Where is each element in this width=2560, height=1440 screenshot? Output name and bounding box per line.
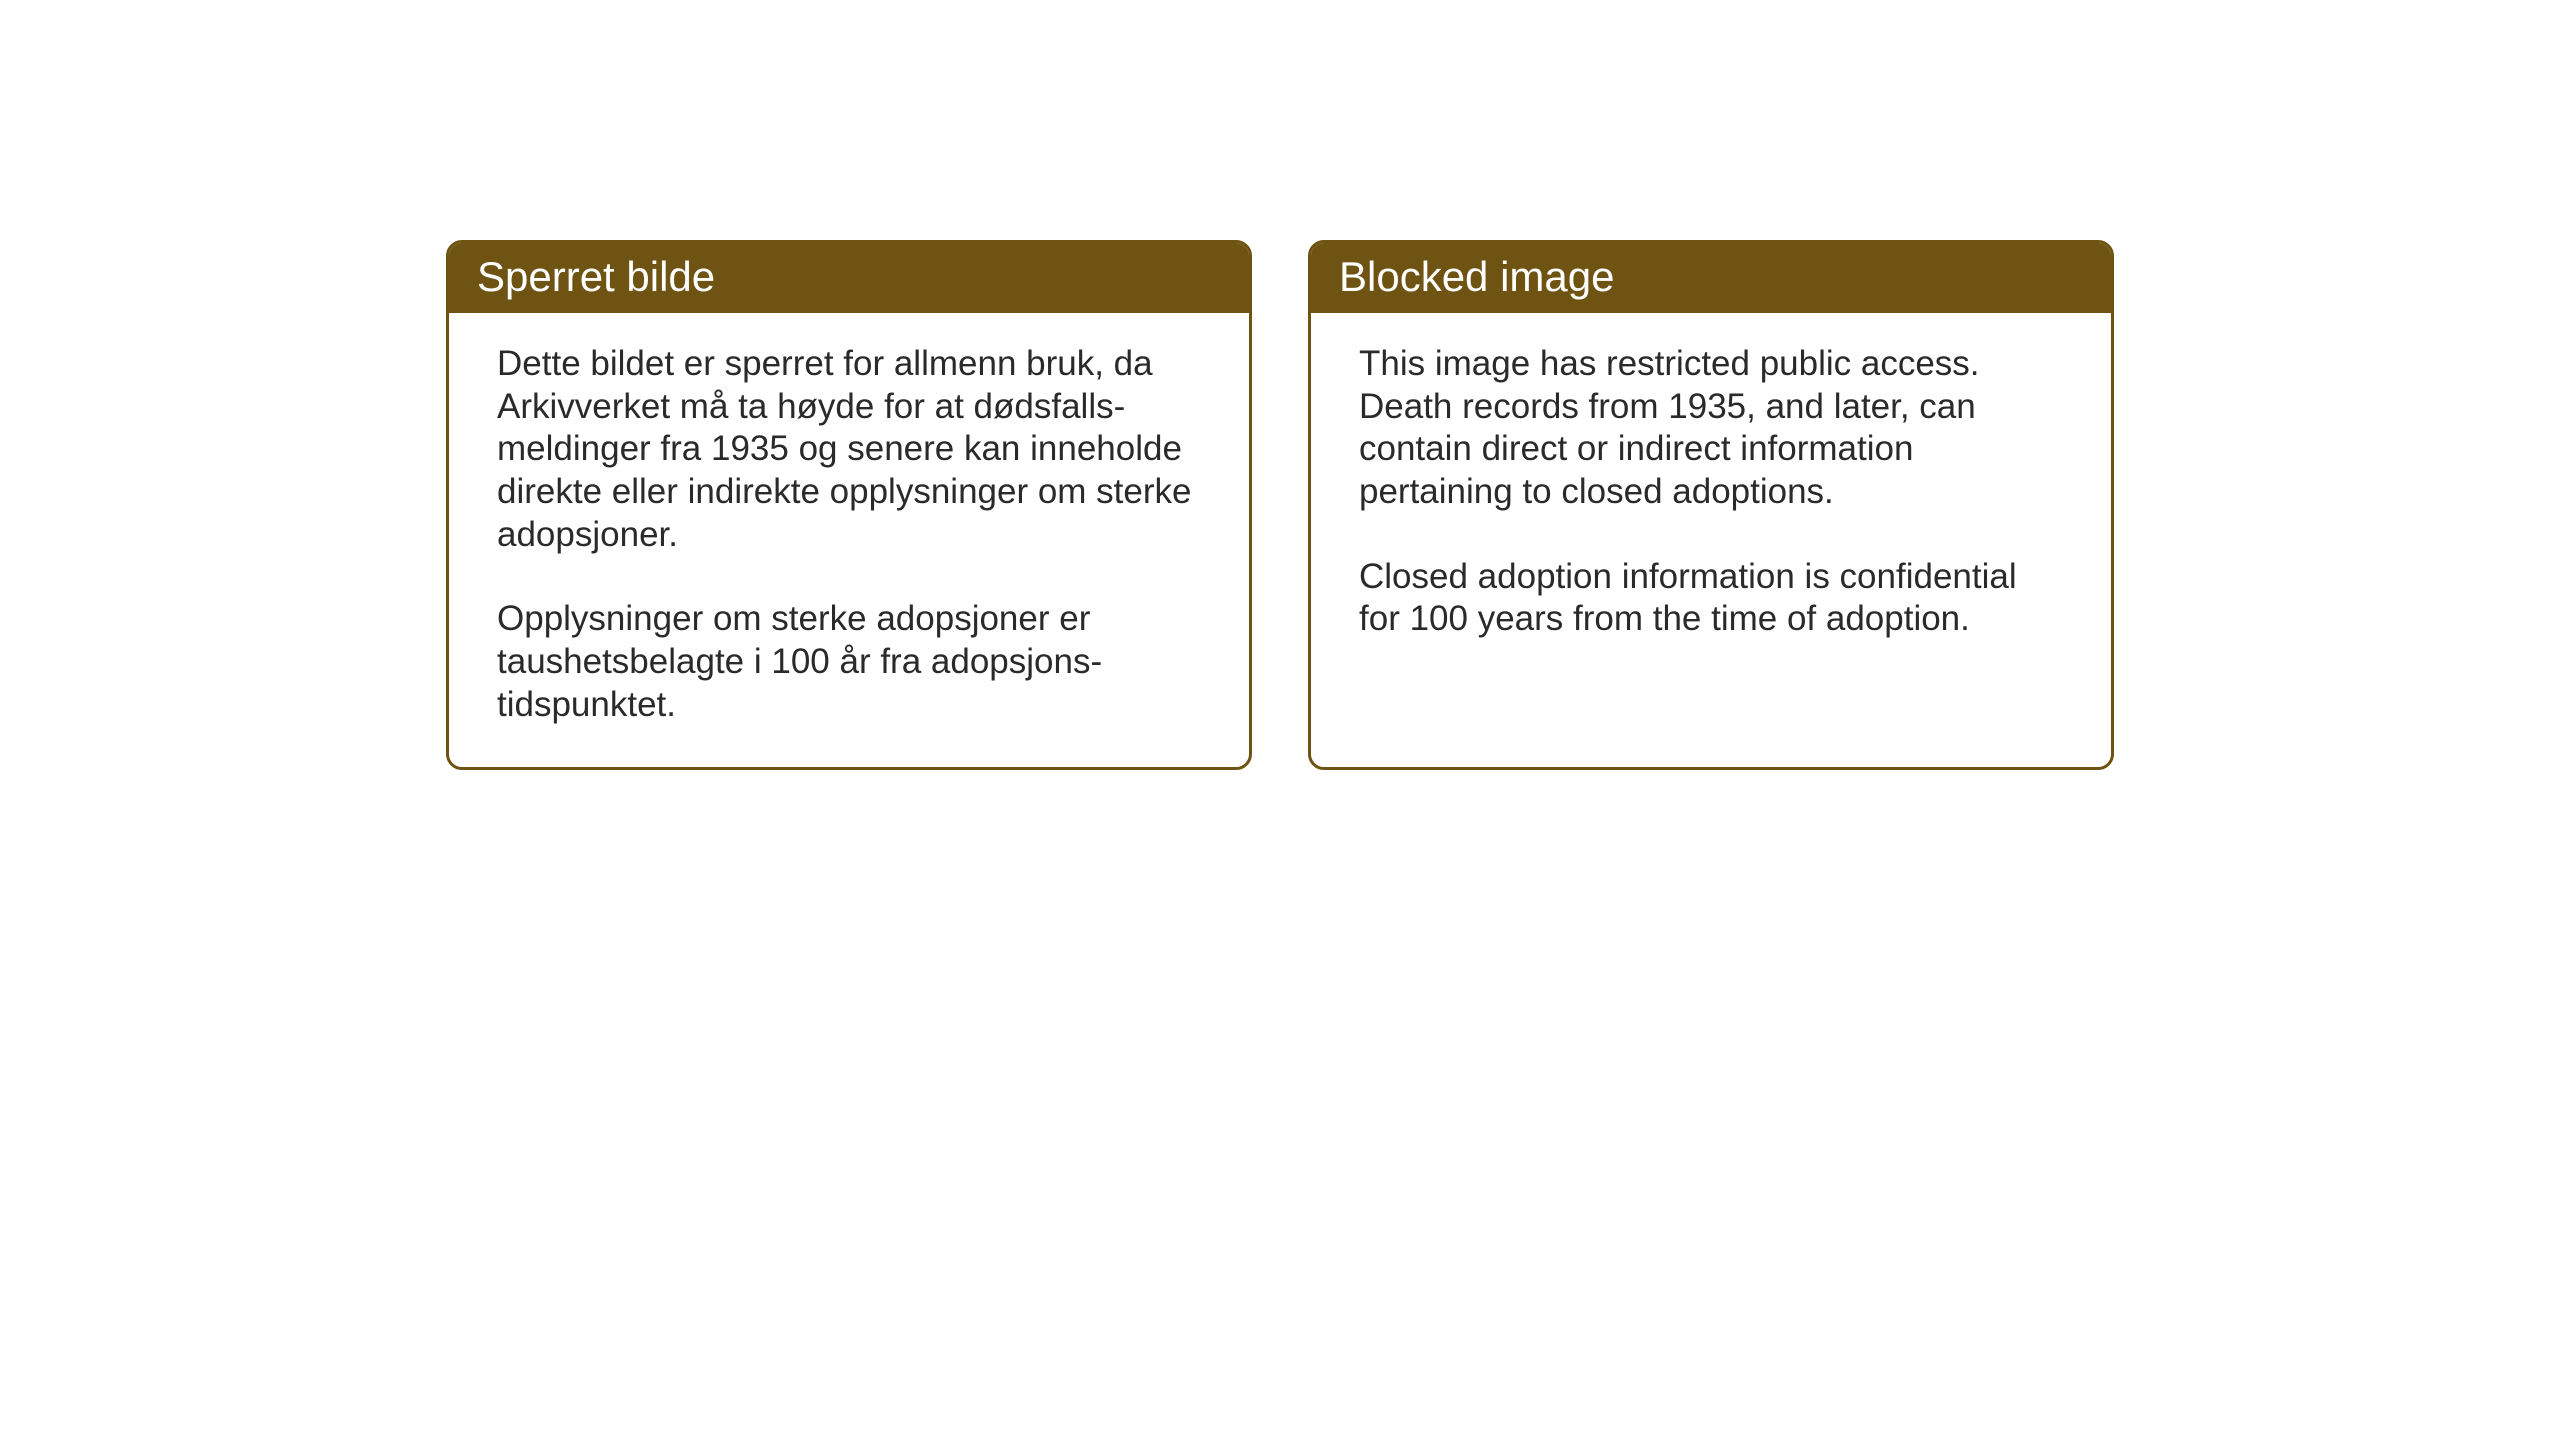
card-title-english: Blocked image bbox=[1339, 253, 1614, 300]
card-body-norwegian: Dette bildet er sperret for allmenn bruk… bbox=[449, 313, 1249, 767]
card-para1-english: This image has restricted public access.… bbox=[1359, 343, 2063, 514]
card-header-norwegian: Sperret bilde bbox=[449, 243, 1249, 313]
card-para2-norwegian: Opplysninger om sterke adopsjoner er tau… bbox=[497, 598, 1201, 726]
card-body-english: This image has restricted public access.… bbox=[1311, 313, 2111, 681]
notice-card-english: Blocked image This image has restricted … bbox=[1308, 240, 2114, 770]
card-title-norwegian: Sperret bilde bbox=[477, 253, 715, 300]
notice-container: Sperret bilde Dette bildet er sperret fo… bbox=[446, 240, 2114, 770]
notice-card-norwegian: Sperret bilde Dette bildet er sperret fo… bbox=[446, 240, 1252, 770]
card-para2-english: Closed adoption information is confident… bbox=[1359, 556, 2063, 641]
card-para1-norwegian: Dette bildet er sperret for allmenn bruk… bbox=[497, 343, 1201, 556]
card-header-english: Blocked image bbox=[1311, 243, 2111, 313]
